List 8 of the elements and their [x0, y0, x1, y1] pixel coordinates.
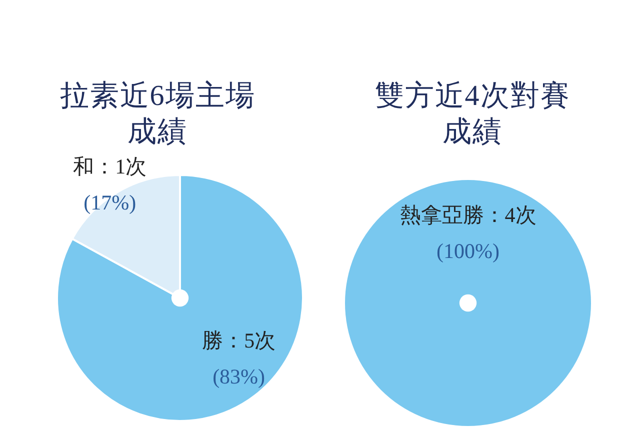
- chart-title: 雙方近4次對賽成績: [374, 79, 572, 150]
- slice-label: 勝：5次: [202, 328, 276, 353]
- chart-title: 拉素近6場主場成績: [58, 79, 256, 150]
- slice-label: 熱拿亞勝：4次: [400, 203, 536, 227]
- data-label: (100%): [436, 239, 500, 263]
- slice-label: 和：1次: [73, 154, 147, 178]
- data-label: (17%): [84, 190, 136, 214]
- data-label: (83%): [212, 364, 266, 389]
